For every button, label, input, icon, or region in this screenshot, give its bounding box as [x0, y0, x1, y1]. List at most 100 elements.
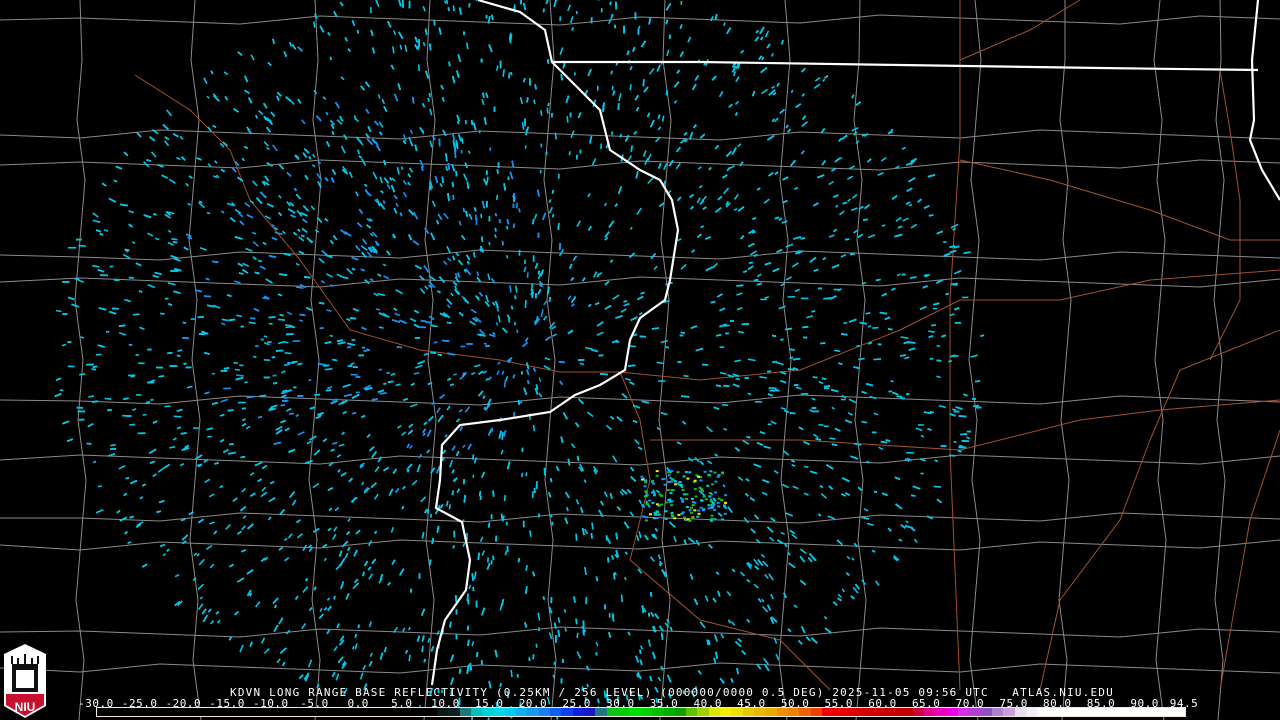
echo-speck [188, 511, 194, 516]
echo-speck [158, 375, 165, 378]
echo-speck [378, 312, 387, 317]
echo-speck [479, 248, 482, 252]
echo-speck [332, 533, 337, 540]
echo-speck [325, 111, 329, 116]
echo-speck [143, 161, 150, 168]
echo-speck [496, 65, 499, 71]
echo-speck [595, 641, 599, 647]
echo-speck [313, 586, 317, 591]
echo-speck [241, 487, 247, 493]
echo-speck [430, 324, 435, 327]
echo-speck [408, 423, 414, 429]
echo-speck [880, 157, 887, 162]
echo-speck [408, 136, 412, 143]
echo-speck [454, 273, 458, 278]
echo-speck [736, 292, 743, 296]
echo-speck [299, 313, 306, 317]
echo-speck [283, 537, 288, 542]
echo-speck [263, 335, 268, 338]
echo-speck [469, 320, 476, 326]
echo-speck [609, 492, 613, 499]
echo-speck [291, 44, 297, 50]
reflectivity-echoes [54, 0, 985, 720]
echo-speck [834, 427, 841, 432]
echo-speck [732, 383, 740, 388]
echo-speck [210, 70, 214, 75]
echo-speck [418, 453, 423, 459]
echo-speck [615, 532, 618, 540]
echo-speck [763, 198, 770, 204]
echo-speck [952, 408, 957, 411]
echo-speck [403, 397, 408, 401]
echo-speck [564, 517, 569, 525]
county-line [0, 249, 1280, 261]
echo-speck [770, 593, 775, 600]
echo-speck [746, 578, 751, 583]
echo-speck [547, 102, 550, 107]
echo-speck [148, 448, 157, 454]
echo-speck [354, 643, 358, 650]
echo-speck [540, 309, 544, 317]
echo-speck [814, 77, 821, 82]
echo-speck [537, 270, 541, 275]
echo-speck [677, 238, 682, 242]
echo-speck [503, 379, 507, 388]
echo-speck [595, 576, 599, 582]
echo-speck [201, 608, 207, 615]
echo-speck [276, 658, 281, 664]
echo-speck [871, 549, 876, 553]
echo-speck [782, 449, 790, 456]
echo-speck [346, 268, 354, 275]
echo-speck [446, 405, 451, 411]
echo-speck [722, 484, 726, 488]
echo-speck [482, 370, 487, 374]
echo-speck [277, 318, 285, 321]
echo-speck [473, 251, 476, 258]
echo-speck [406, 443, 411, 449]
echo-speck [383, 275, 390, 280]
echo-speck [301, 623, 307, 630]
echo-speck [104, 397, 112, 400]
echo-speck [858, 205, 864, 210]
echo-speck [272, 597, 279, 604]
echo-speck [449, 459, 454, 468]
echo-speck [450, 292, 454, 297]
echo-speck [98, 307, 107, 311]
echo-speck [359, 672, 364, 680]
echo-speck [844, 238, 850, 241]
echo-speck [270, 111, 276, 117]
echo-speck [851, 193, 858, 199]
echo-speck [364, 386, 373, 391]
echo-speck [358, 155, 363, 159]
echo-speck [616, 506, 622, 511]
echo-speck [351, 497, 357, 503]
echo-speck [302, 205, 309, 212]
echo-speck [448, 504, 452, 510]
echo-speck [851, 126, 859, 132]
echo-speck [415, 364, 423, 369]
echo-speck [466, 254, 471, 261]
echo-speck [355, 245, 361, 252]
echo-speck [764, 30, 770, 38]
echo-speck [630, 145, 633, 152]
echo-speck [451, 445, 456, 451]
echo-speck [336, 623, 340, 629]
echo-speck [850, 595, 855, 600]
echo-speck [847, 175, 854, 180]
county-line [543, 0, 557, 720]
echo-speck [408, 626, 411, 631]
echo-speck [570, 130, 575, 139]
echo-speck [268, 497, 276, 503]
echo-speck [212, 260, 219, 263]
echo-speck [848, 318, 857, 323]
echo-speck [307, 659, 313, 668]
echo-speck [904, 525, 914, 529]
echo-speck [719, 677, 725, 684]
echo-speck [938, 404, 946, 409]
echo-speck [426, 429, 432, 437]
echo-speck [548, 206, 554, 214]
echo-speck [302, 152, 308, 158]
echo-speck [310, 205, 316, 211]
echo-speck [351, 338, 356, 341]
echo-speck [198, 201, 205, 209]
